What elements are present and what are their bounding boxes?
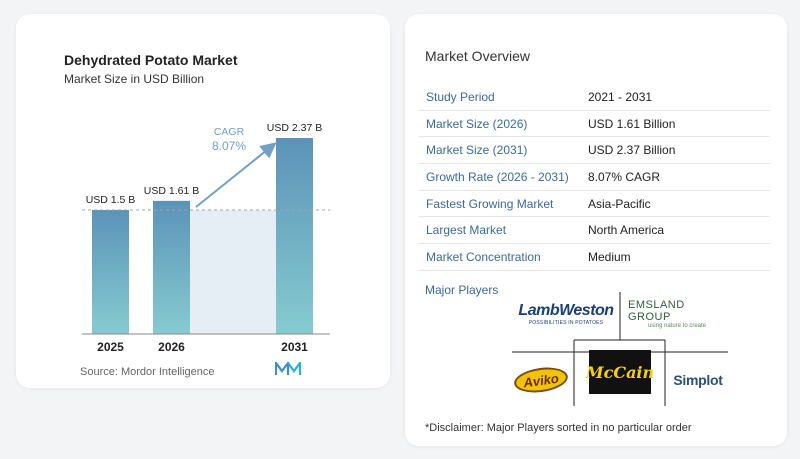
overview-row-key: Market Size (2026) (426, 116, 528, 131)
overview-row-value: 8.07% CAGR (588, 169, 661, 184)
aviko-logo: Aviko (512, 364, 570, 396)
data-label-2031: USD 2.37 B (267, 122, 322, 134)
data-label-2025: USD 1.5 B (86, 194, 136, 206)
overview-row-value: Asia-Pacific (588, 196, 651, 211)
major-players-title: Major Players (425, 283, 499, 297)
tick-label-2025: 2025 (97, 340, 124, 354)
forecast-band (190, 209, 276, 334)
tick-label-2031: 2031 (281, 340, 308, 354)
overview-title: Market Overview (425, 48, 531, 64)
bar-2025 (92, 209, 129, 334)
overview-row-key: Market Concentration (426, 249, 541, 264)
emsland-group-logo: EMSLAND GROUP using nature to create (628, 299, 707, 329)
data-label-2026: USD 1.61 B (144, 185, 199, 197)
overview-row: Study Period 2021 - 2031 (418, 84, 770, 111)
cagr-value: 8.07% (212, 139, 246, 153)
overview-row-value: Medium (588, 249, 631, 264)
overview-row: Market Size (2026) USD 1.61 Billion (418, 111, 770, 138)
chart-title: Dehydrated Potato Market (64, 52, 238, 68)
bar-2026 (153, 200, 190, 334)
mccain-logo: McCain (586, 350, 654, 394)
disclaimer: *Disclaimer: Major Players sorted in no … (425, 422, 692, 434)
overview-row-key: Market Size (2031) (426, 143, 528, 158)
bar-chart: USD 1.5 B 2025 USD 1.61 B 2026 USD 2.37 B 203… (82, 122, 330, 354)
overview-row-value: North America (588, 223, 665, 238)
overview-row: Market Concentration Medium (418, 244, 770, 271)
overview-row-key: Fastest Growing Market (426, 196, 554, 211)
overview-row: Fastest Growing Market Asia-Pacific (418, 191, 770, 218)
overview-row-key: Study Period (426, 89, 495, 104)
overview-row-key: Growth Rate (2026 - 2031) (426, 169, 569, 184)
overview-row-key: Largest Market (426, 223, 507, 238)
overview-table: Study Period 2021 - 2031 Market Size (2026… (418, 84, 770, 271)
overview-row: Growth Rate (2026 - 2031) 8.07% CAGR (418, 164, 770, 191)
cagr-arrow (195, 142, 277, 208)
mordor-logo-icon (275, 362, 301, 375)
overview-row-value: USD 2.37 Billion (588, 143, 676, 158)
overview-row-value: USD 1.61 Billion (588, 116, 676, 131)
overview-row-value: 2021 - 2031 (588, 89, 653, 104)
tick-label-2026: 2026 (158, 340, 185, 354)
lambweston-logo: LambWeston POSSIBILITIES IN POTATOES (518, 302, 614, 326)
bar-2031 (276, 138, 313, 334)
cagr-label: CAGR (214, 126, 245, 138)
overview-row: Market Size (2031) USD 2.37 Billion (418, 137, 770, 165)
overview-row: Largest Market North America (418, 217, 770, 245)
source-note: Source: Mordor Intelligence (80, 366, 215, 378)
chart-subtitle: Market Size in USD Billion (64, 72, 205, 86)
simplot-logo: Simplot (673, 372, 723, 388)
